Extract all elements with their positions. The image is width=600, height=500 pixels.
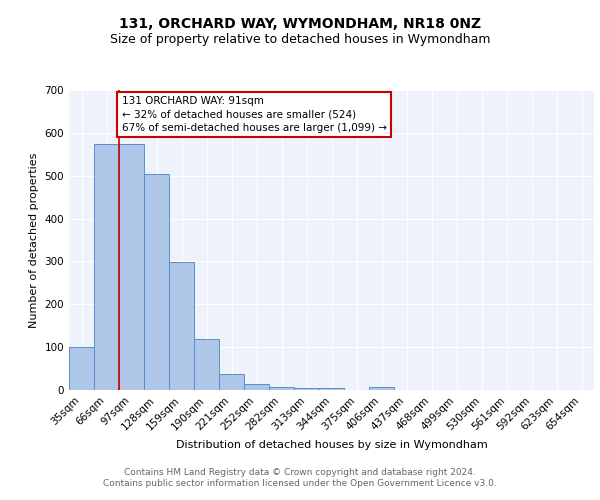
Text: 131 ORCHARD WAY: 91sqm
← 32% of detached houses are smaller (524)
67% of semi-de: 131 ORCHARD WAY: 91sqm ← 32% of detached… xyxy=(121,96,386,133)
Bar xyxy=(244,384,269,390)
Y-axis label: Number of detached properties: Number of detached properties xyxy=(29,152,39,328)
Bar xyxy=(94,144,119,390)
Bar xyxy=(69,347,94,390)
Bar xyxy=(119,144,144,390)
Text: Contains HM Land Registry data © Crown copyright and database right 2024.
Contai: Contains HM Land Registry data © Crown c… xyxy=(103,468,497,487)
X-axis label: Distribution of detached houses by size in Wymondham: Distribution of detached houses by size … xyxy=(176,440,487,450)
Bar xyxy=(219,374,244,390)
Bar xyxy=(319,388,344,390)
Bar xyxy=(144,174,169,390)
Text: Size of property relative to detached houses in Wymondham: Size of property relative to detached ho… xyxy=(110,32,490,46)
Bar xyxy=(294,388,319,390)
Bar xyxy=(269,387,294,390)
Bar xyxy=(194,340,219,390)
Text: 131, ORCHARD WAY, WYMONDHAM, NR18 0NZ: 131, ORCHARD WAY, WYMONDHAM, NR18 0NZ xyxy=(119,18,481,32)
Bar xyxy=(169,262,194,390)
Bar xyxy=(369,386,394,390)
